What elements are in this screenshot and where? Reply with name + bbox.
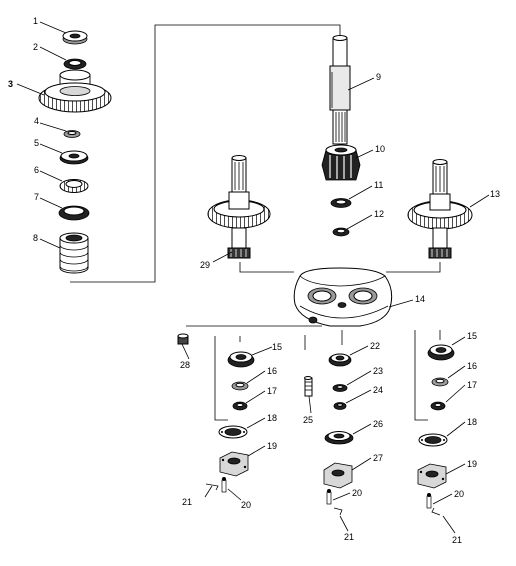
callout-16-left: 16 [267,366,277,376]
part-2-washer [63,58,87,70]
callout-6: 6 [34,165,39,175]
callout-26: 26 [373,419,383,429]
part-12-ring [332,227,350,237]
right-cap-19 [417,463,447,489]
callout-17-right: 17 [467,380,477,390]
part-23-ring [332,384,348,392]
callout-1: 1 [33,16,38,26]
part-26-seal [324,431,354,445]
callout-9: 9 [376,72,381,82]
callout-2: 2 [33,42,38,52]
left-cap-19 [219,451,249,477]
left-bolt-20 [221,477,227,493]
part-10-pinion-gear [321,144,361,181]
callout-10: 10 [375,144,385,154]
callout-12: 12 [374,209,384,219]
part-11-bearing [330,198,352,208]
left-nut-17 [232,401,248,411]
callout-19-right: 19 [467,459,477,469]
left-gear-shaft [207,155,271,259]
callout-20-center: 20 [352,488,362,498]
callout-5: 5 [34,138,39,148]
callout-21-center: 21 [344,532,354,542]
part-8-spring-sleeve [59,232,89,274]
callout-4: 4 [34,116,39,126]
callout-8: 8 [33,233,38,243]
part-13-gear-shaft [407,159,473,259]
callout-3: 3 [8,79,13,89]
leader-lines [16,21,490,534]
callout-18-right: 18 [467,417,477,427]
right-nut-17 [430,401,446,411]
part-6-bearing [59,179,89,193]
part-24-nut [333,402,347,410]
callout-16-right: 16 [467,361,477,371]
callout-15-right: 15 [467,331,477,341]
part-22-bearing [328,353,352,367]
callout-21-right: 21 [452,535,462,545]
callout-13: 13 [490,189,500,199]
callout-21-left: 21 [182,497,192,507]
callout-20-right: 20 [454,489,464,499]
right-ring-16 [431,377,449,387]
part-7-seal [58,205,90,221]
callout-23: 23 [373,366,383,376]
callout-25: 25 [303,415,313,425]
callout-18-left: 18 [267,413,277,423]
part-3-bevel-gear [38,69,112,113]
callout-28: 28 [180,360,190,370]
part-1-nut [62,30,88,45]
left-bearing-15 [227,351,255,368]
part-5-plate [59,150,89,165]
left-pin-21 [205,483,219,491]
callout-15-left: 15 [272,342,282,352]
callout-20-left: 20 [241,500,251,510]
callout-27: 27 [373,453,383,463]
callout-29: 29 [200,260,210,270]
callout-14: 14 [415,294,425,304]
left-seal-18 [218,425,248,439]
connector-lines [70,24,441,421]
right-pin-21 [431,507,441,516]
right-seal-18 [418,433,448,447]
center-pin-21 [333,507,343,516]
callout-7: 7 [34,192,39,202]
callout-11: 11 [374,180,383,190]
part-27-cap [323,462,353,489]
part-28-plug [177,333,189,345]
part-25-stud [304,376,313,397]
left-ring-16 [231,381,249,391]
callout-22: 22 [370,341,380,351]
center-bolt-20 [326,489,332,505]
callout-19-left: 19 [267,441,277,451]
part-9-shaft [329,35,351,145]
part-14-housing [293,267,393,327]
part-4-ring [63,130,81,138]
callout-labels: 1 2 3 4 5 6 7 8 9 10 11 12 13 14 15 15 1… [8,16,500,545]
right-bolt-20 [426,493,432,509]
callout-17-left: 17 [267,386,277,396]
right-bearing-15 [427,344,455,361]
callout-24: 24 [373,385,383,395]
